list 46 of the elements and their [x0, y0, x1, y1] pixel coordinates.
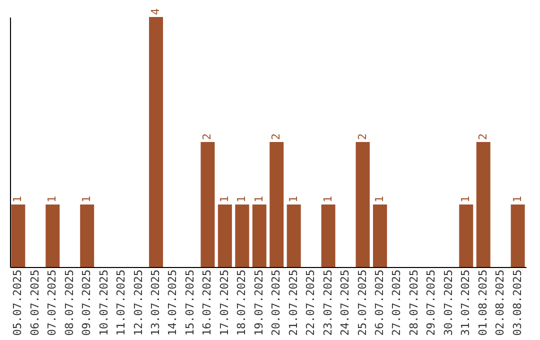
data-label: 1: [372, 196, 386, 202]
x-tick-label: 21.07.2025: [286, 270, 300, 336]
x-tick-label: 06.07.2025: [28, 270, 42, 336]
data-label: 2: [356, 133, 369, 140]
data-label: 1: [321, 196, 334, 202]
x-tick-label: 15.07.2025: [183, 270, 196, 336]
x-tick-label: 18.07.2025: [235, 270, 248, 336]
data-label: 1: [46, 196, 59, 202]
x-tick-label: 31.07.2025: [459, 270, 472, 336]
x-tick-label: 02.08.2025: [494, 270, 507, 336]
data-label: 4: [149, 8, 162, 15]
data-label: 1: [252, 196, 266, 202]
x-tick-label: 16.07.2025: [200, 270, 214, 336]
x-tick-label: 10.07.2025: [97, 270, 110, 336]
x-tick-label: 05.07.2025: [11, 270, 24, 336]
x-tick-label: 14.07.2025: [166, 270, 180, 336]
x-tick-label: 07.07.2025: [46, 270, 59, 336]
x-tick-label: 27.07.2025: [390, 270, 404, 336]
data-label: 1: [80, 196, 94, 202]
x-tick-label: 01.08.2025: [476, 270, 490, 336]
data-label: 1: [11, 196, 24, 202]
x-tick-label: 20.07.2025: [270, 270, 283, 336]
data-label: 1: [510, 196, 524, 202]
data-label: 1: [235, 196, 248, 202]
x-tick-label: 22.07.2025: [304, 270, 318, 336]
x-tick-label: 24.07.2025: [338, 270, 352, 336]
x-tick-label: 30.07.2025: [442, 270, 455, 336]
x-tick-label: 12.07.2025: [132, 270, 145, 336]
data-label: 2: [476, 133, 490, 140]
data-label: 1: [218, 196, 231, 202]
x-tick-label: 19.07.2025: [252, 270, 266, 336]
data-label: 1: [459, 196, 472, 202]
x-tick-label: 09.07.2025: [80, 270, 94, 336]
x-tick-label: 13.07.2025: [149, 270, 162, 336]
x-tick-label: 29.07.2025: [424, 270, 438, 336]
data-label: 1: [286, 196, 300, 202]
x-tick-label: 23.07.2025: [321, 270, 334, 336]
x-tick-label: 03.08.2025: [510, 270, 524, 336]
x-tick-label: 26.07.2025: [372, 270, 386, 336]
x-tick-label: 28.07.2025: [407, 270, 420, 336]
data-label: 2: [270, 133, 283, 140]
x-tick-label: 11.07.2025: [114, 270, 128, 336]
x-tick-label: 08.07.2025: [62, 270, 76, 336]
x-tick-label: 25.07.2025: [356, 270, 369, 336]
data-label: 2: [200, 133, 214, 140]
x-tick-label: 17.07.2025: [218, 270, 231, 336]
